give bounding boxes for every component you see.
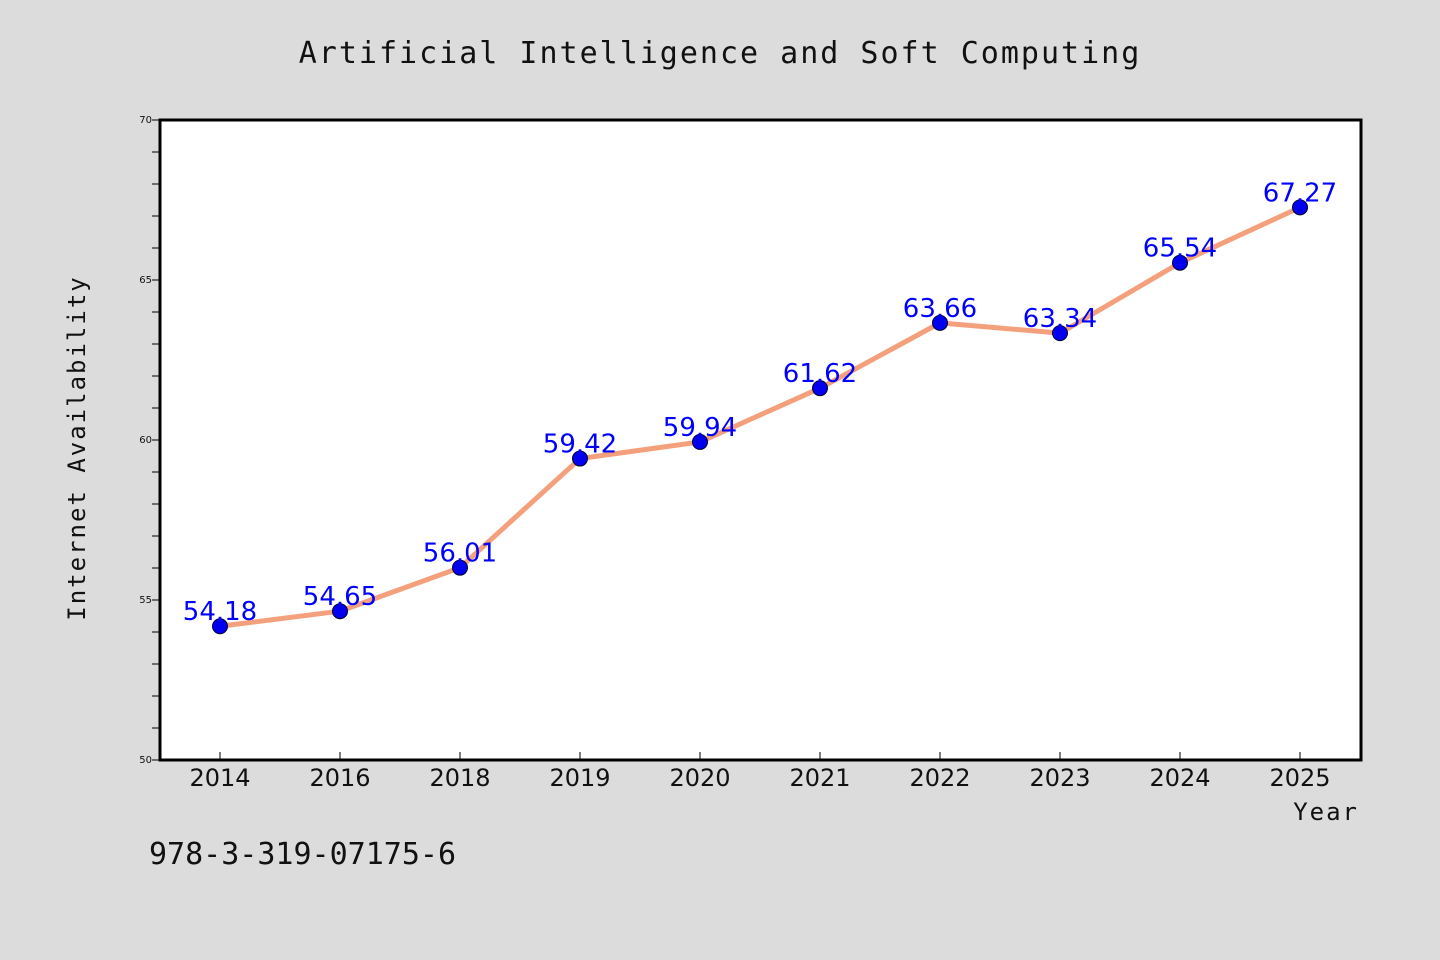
data-point <box>1172 254 1188 271</box>
data-point <box>1292 199 1308 216</box>
chart-title: Artificial Intelligence and Soft Computi… <box>299 36 1142 71</box>
y-axis-ticks: 50 55 60 65 70 <box>139 115 160 766</box>
data-point <box>572 450 588 467</box>
x-tick-label: 2024 <box>1149 764 1210 792</box>
y-minor-ticks <box>152 151 160 729</box>
x-tick-label: 2016 <box>309 764 370 792</box>
data-point <box>692 433 708 450</box>
data-label: 59.42 <box>543 430 617 460</box>
x-tick-label: 2023 <box>1029 764 1090 792</box>
x-tick-label: 2022 <box>909 764 970 792</box>
y-axis-title: Internet Availability <box>63 275 91 620</box>
data-label: 63.66 <box>903 294 977 324</box>
y-tick-label: 70 <box>139 115 152 126</box>
series-line-group <box>217 204 1303 629</box>
x-tick-label: 2018 <box>429 764 490 792</box>
data-point <box>812 380 828 397</box>
data-label: 65.54 <box>1143 234 1217 264</box>
series-line <box>217 204 1303 629</box>
data-label: 54.18 <box>183 597 257 627</box>
data-point <box>332 603 348 620</box>
plot-area <box>158 118 1363 762</box>
x-axis-ticks: 2014 2016 2018 2019 2020 2021 2022 2023 2024 2025 <box>189 752 1331 792</box>
data-label: 59.94 <box>663 413 737 443</box>
y-tick-label: 65 <box>139 275 152 286</box>
x-tick-label: 2020 <box>669 764 730 792</box>
y-tick-label: 55 <box>139 595 152 606</box>
x-tick-label: 2021 <box>789 764 850 792</box>
x-tick-label: 2019 <box>549 764 610 792</box>
data-label: 61.62 <box>783 359 857 389</box>
data-point <box>452 559 468 576</box>
data-label: 54.65 <box>303 582 377 612</box>
y-tick-label: 50 <box>139 755 152 766</box>
data-point <box>1052 325 1068 342</box>
data-labels: 54.18 54.65 56.01 59.42 59.94 61.62 63.66 63.34… <box>183 178 1337 627</box>
data-point <box>932 314 948 331</box>
data-point <box>212 618 228 635</box>
y-tick-label: 60 <box>139 435 152 446</box>
x-tick-label: 2025 <box>1269 764 1330 792</box>
data-markers <box>212 199 1308 635</box>
data-label: 56.01 <box>423 539 497 569</box>
footer-isbn: 978-3-319-07175-6 <box>149 837 456 872</box>
data-label: 63.34 <box>1023 304 1097 334</box>
x-tick-label: 2014 <box>189 764 250 792</box>
data-label: 67.27 <box>1263 178 1337 208</box>
x-axis-title: Year <box>1293 798 1359 826</box>
